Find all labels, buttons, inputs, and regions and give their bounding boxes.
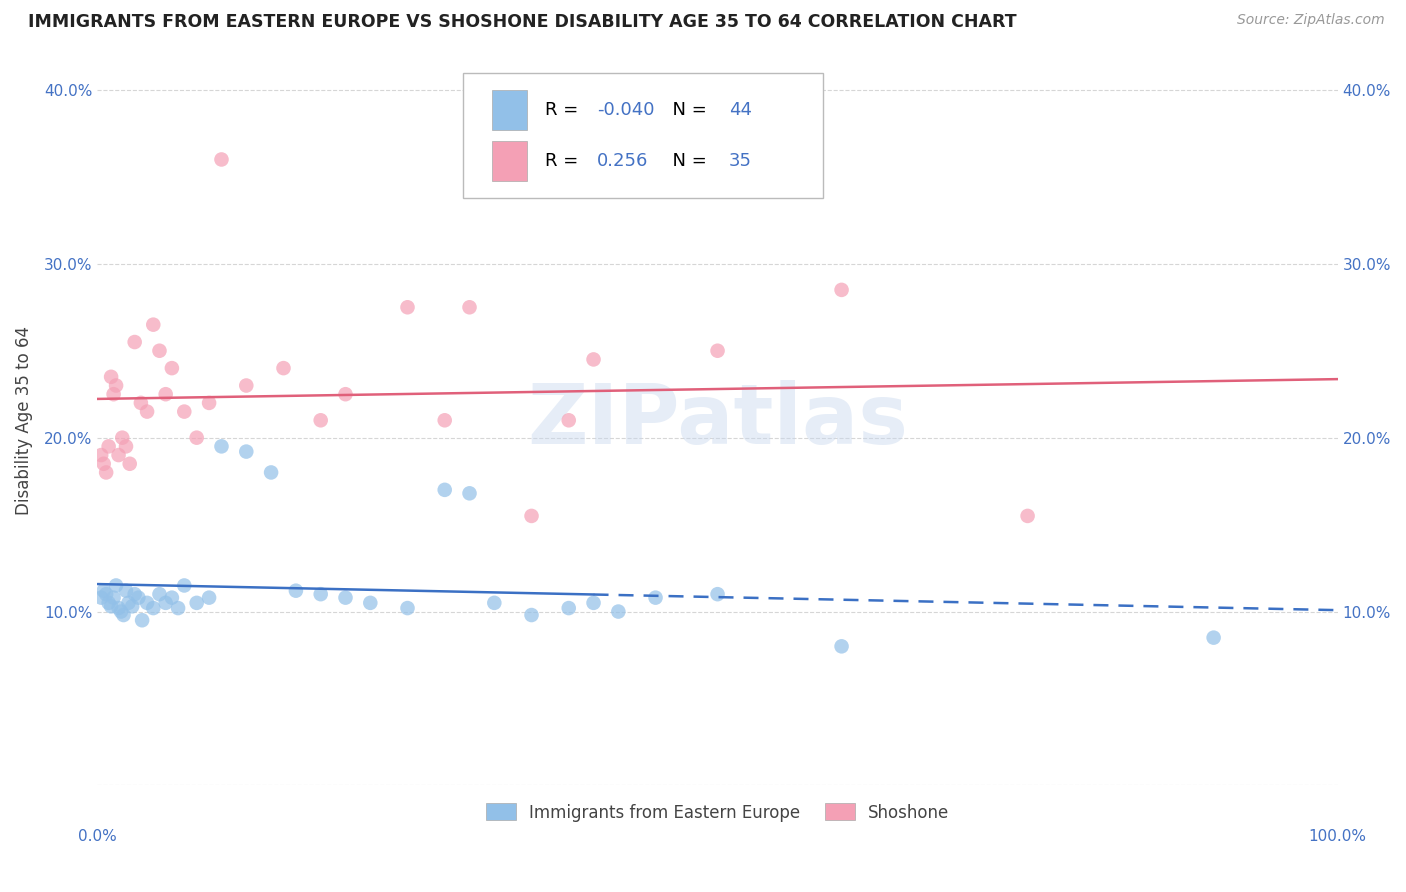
Bar [492,90,527,130]
Legend: Immigrants from Eastern Europe, Shoshone: Immigrants from Eastern Europe, Shoshone [479,797,956,829]
Point [121,599,143,614]
Point [115,583,138,598]
Point [96,466,118,480]
Point [103,387,125,401]
Point [124,334,146,349]
Text: IMMIGRANTS FROM EASTERN EUROPE VS SHOSHONE DISABILITY AGE 35 TO 64 CORRELATION C: IMMIGRANTS FROM EASTERN EUROPE VS SHOSHO… [28,13,1017,31]
Point [186,431,208,445]
Point [607,605,630,619]
Point [273,361,295,376]
Point [335,591,357,605]
Y-axis label: Disability Age 35 to 64: Disability Age 35 to 64 [15,326,32,515]
Point [148,587,170,601]
Point [520,508,543,523]
Point [433,413,456,427]
Point [118,457,141,471]
Point [117,596,139,610]
Point [107,601,129,615]
Point [582,352,605,367]
Point [93,457,115,471]
Point [582,596,605,610]
Point [115,439,138,453]
Point [173,578,195,592]
Bar [492,141,527,181]
Point [260,466,283,480]
Point [396,601,419,615]
Point [831,640,853,654]
Point [235,444,257,458]
Point [100,599,122,614]
Point [484,596,506,610]
Point [284,583,307,598]
Point [105,378,128,392]
Point [706,343,728,358]
Point [211,153,233,167]
Point [97,596,120,610]
Point [160,361,183,376]
Point [198,591,221,605]
Text: 35: 35 [728,152,752,170]
Point [558,413,581,427]
Text: 0.0%: 0.0% [79,829,117,844]
Text: N =: N = [661,152,711,170]
Point [93,583,115,598]
Point [127,591,149,605]
Point [167,601,190,615]
Point [644,591,666,605]
Point [160,591,183,605]
Point [111,431,134,445]
Point [112,608,135,623]
Text: Source: ZipAtlas.com: Source: ZipAtlas.com [1237,13,1385,28]
Point [142,601,165,615]
Text: N =: N = [661,101,711,119]
Text: 44: 44 [728,101,752,119]
Point [136,596,159,610]
Point [235,378,257,392]
Point [103,591,125,605]
Point [96,587,118,601]
Point [309,413,332,427]
Point [100,369,122,384]
Text: -0.040: -0.040 [598,101,655,119]
Point [335,387,357,401]
Point [90,448,112,462]
Point [458,486,481,500]
Point [558,601,581,615]
Point [105,578,128,592]
Point [520,608,543,623]
Point [155,596,177,610]
Text: R =: R = [546,152,591,170]
Point [124,587,146,601]
Text: 0.256: 0.256 [598,152,648,170]
Point [129,396,152,410]
Point [458,300,481,314]
Point [142,318,165,332]
Point [173,404,195,418]
Point [97,439,120,453]
Point [110,605,132,619]
Point [831,283,853,297]
Point [359,596,381,610]
Point [186,596,208,610]
Text: ZIPatlas: ZIPatlas [527,380,908,461]
Point [433,483,456,497]
Point [309,587,332,601]
Point [1017,508,1039,523]
Text: 100.0%: 100.0% [1309,829,1367,844]
FancyBboxPatch shape [464,73,823,197]
Point [131,613,153,627]
Point [1202,631,1225,645]
Point [396,300,419,314]
Point [90,591,112,605]
Point [148,343,170,358]
Point [107,448,129,462]
Text: R =: R = [546,101,583,119]
Point [155,387,177,401]
Point [136,404,159,418]
Point [211,439,233,453]
Point [198,396,221,410]
Point [706,587,728,601]
